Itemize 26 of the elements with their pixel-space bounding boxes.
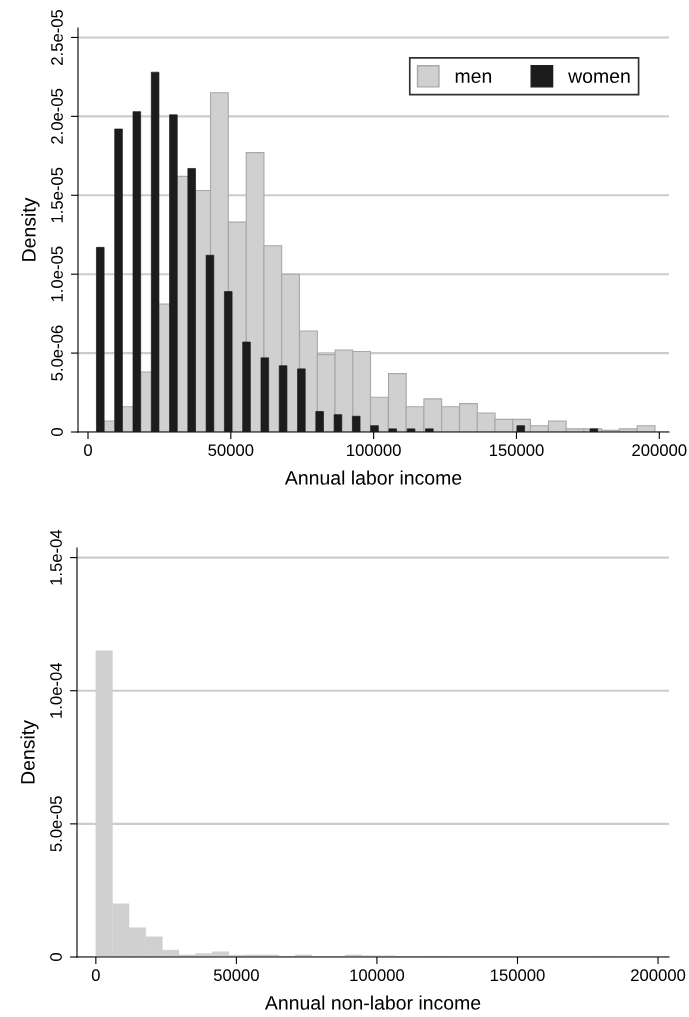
y-tick-label: 1.0e-04 (50, 662, 62, 718)
legend-label: men (455, 72, 492, 83)
y-tick-label: 2.0e-05 (51, 88, 63, 144)
x-tick-label: 0 (84, 444, 92, 457)
x-tick-label: 50000 (213, 969, 259, 982)
y-tick-label: 0 (51, 428, 63, 436)
x-tick-label: 150000 (490, 969, 545, 982)
y-axis-title: Density (21, 197, 40, 261)
y-tick-label: 5.0e-05 (50, 796, 62, 852)
y-axis-title: Density (20, 720, 39, 784)
y-tick-label: 1.0e-05 (51, 246, 63, 302)
y-tick-label: 0 (50, 953, 62, 961)
x-axis-title: Annual non-labor income (264, 995, 481, 1010)
x-tick-label: 0 (91, 969, 100, 982)
y-tick-label: 5.0e-06 (51, 325, 63, 381)
x-axis-title: Annual labor income (284, 470, 462, 485)
x-tick-label: 200000 (631, 969, 686, 982)
x-tick-label: 100000 (350, 969, 405, 982)
y-tick-label: 2.5e-05 (51, 9, 63, 65)
x-tick-label: 200000 (632, 444, 687, 457)
x-tick-label: 50000 (208, 444, 254, 457)
legend-label: women (568, 72, 630, 83)
y-tick-label: 1.5e-04 (50, 529, 62, 585)
y-tick-label: 1.5e-05 (51, 167, 63, 223)
x-tick-label: 100000 (347, 444, 401, 457)
x-tick-label: 150000 (489, 444, 544, 457)
